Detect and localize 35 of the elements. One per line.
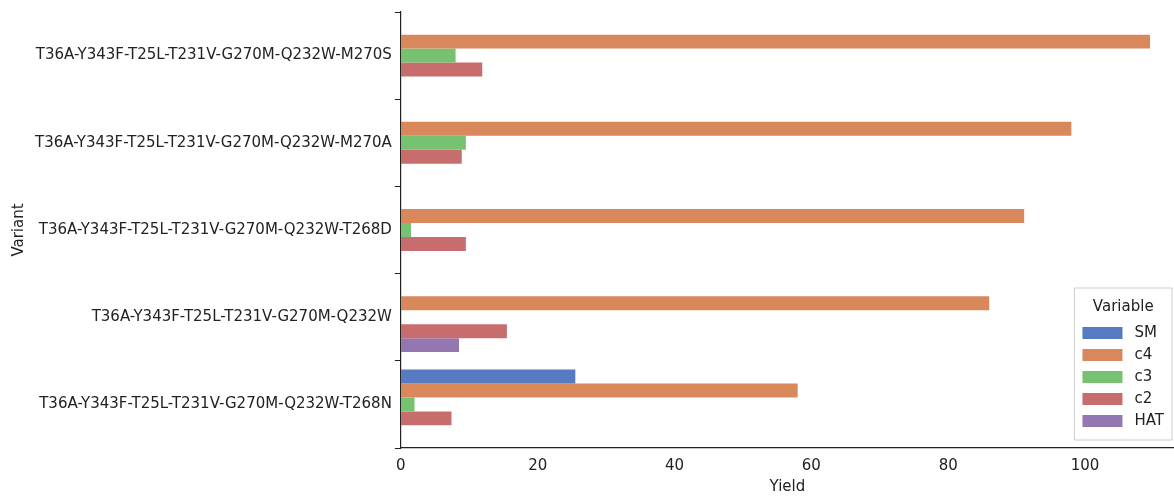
legend-title: Variable	[1092, 296, 1154, 315]
y-tick-label: T36A-Y343F-T25L-T231V-G270M-Q232W-T268N	[38, 394, 392, 413]
bar	[400, 135, 466, 150]
bar	[400, 34, 1151, 49]
x-axis-title: Yield	[768, 476, 806, 495]
y-axis-title: Variant	[8, 203, 27, 257]
bar	[400, 369, 576, 384]
x-tick-label: 40	[664, 455, 685, 474]
legend-label: SM	[1134, 322, 1157, 341]
bar	[400, 209, 1025, 224]
bar	[400, 223, 412, 237]
bar	[400, 62, 483, 77]
legend-label: HAT	[1134, 410, 1165, 429]
legend-label: c3	[1134, 366, 1153, 385]
y-tick-label: T36A-Y343F-T25L-T231V-G270M-Q232W-M270S	[34, 45, 392, 64]
bar	[400, 48, 456, 63]
bar	[400, 397, 415, 412]
bar	[400, 411, 452, 426]
bar	[400, 149, 462, 164]
x-tick-label: 0	[396, 455, 406, 474]
bar	[400, 236, 466, 251]
y-tick-label: T36A-Y343F-T25L-T231V-G270M-Q232W	[90, 307, 393, 326]
bar	[400, 383, 798, 398]
x-tick-label: 80	[938, 455, 958, 474]
bar	[400, 296, 990, 311]
y-tick-label: T36A-Y343F-T25L-T231V-G270M-Q232W-M270A	[33, 132, 393, 151]
x-tick-label: 20	[528, 455, 548, 474]
legend-label: c4	[1134, 344, 1153, 363]
bar	[400, 324, 507, 339]
legend-label: c2	[1134, 388, 1153, 407]
x-tick-label: 100	[1070, 455, 1100, 474]
bar	[400, 338, 460, 353]
bar	[400, 121, 1072, 136]
y-tick-label: T36A-Y343F-T25L-T231V-G270M-Q232W-T268D	[37, 219, 392, 238]
x-tick-label: 60	[801, 455, 821, 474]
